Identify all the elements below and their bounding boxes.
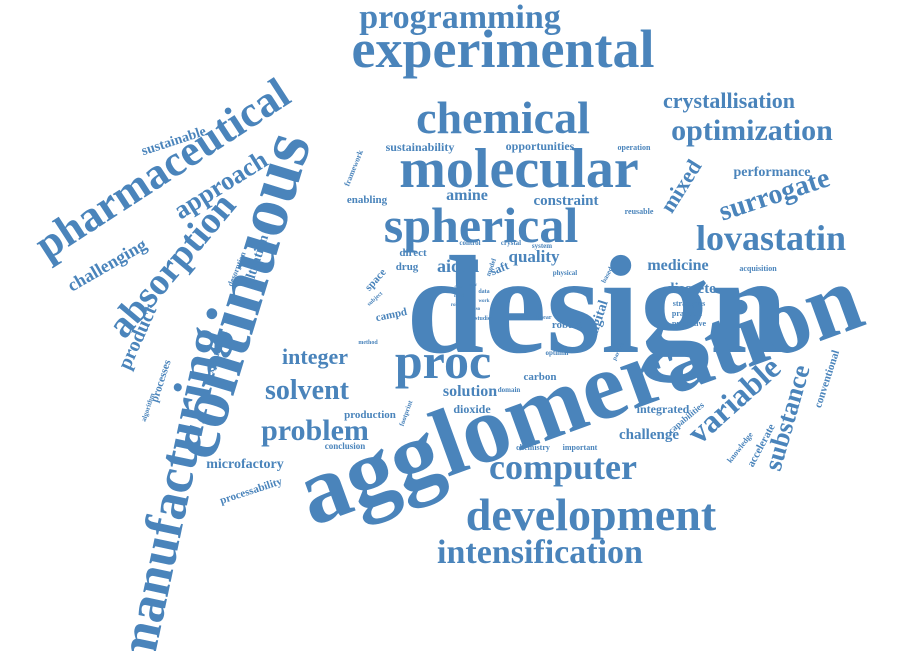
word-computer: computer [489,447,637,487]
word-chemical: chemical [416,92,590,143]
word-solution: solution [443,383,497,400]
word-crystallisation: crystallisation [663,88,795,113]
word-problem: problem [261,414,369,447]
word-integer: integer [282,344,348,369]
word-method: method [358,340,378,346]
word-role: role [451,303,460,308]
word-medicine: medicine [647,257,708,274]
word-experimental: experimental [352,19,655,79]
word-constraint: constraint [534,193,599,209]
word-solv: solv [469,283,478,288]
word-direct: direct [399,247,427,259]
word-case: case [455,285,465,290]
word-spherical: spherical [384,197,579,253]
word-enabling: enabling [347,194,388,206]
word-carbon: carbon [524,371,557,383]
word-microfactory: microfactory [206,457,283,472]
word-work: work [478,299,489,304]
word-campd: campd [375,306,409,324]
word-framework: framework [342,148,365,187]
word-aided: aided [437,256,479,276]
word-sustainability: sustainability [386,140,455,154]
word-important: important [563,443,598,452]
word-design: design [406,228,787,383]
word-mixed: mixed [655,155,707,217]
word-predictive: predictive [672,319,707,328]
word-discrete: discrete [666,281,716,297]
word-studies: studies [475,316,493,322]
word-dioxide: dioxide [453,402,491,416]
word-processability: processability [219,475,285,507]
word-crystal: crystal [501,239,521,247]
word-molecular: molecular [399,138,638,200]
word-lovastatin: lovastatin [696,218,846,258]
word-programming: programming [359,0,560,36]
word-acquisition: acquisition [739,264,777,273]
word-opportunities: opportunities [506,139,575,153]
word-solvent: solvent [265,375,350,406]
word-intensification: intensification [437,534,643,571]
word-strategies: strategies [673,299,705,308]
word-need: need [454,294,464,299]
word-optimal: optimal [546,349,569,357]
word-challenge: challenge [619,427,679,443]
word-robust: robust [552,319,583,331]
word-operation: operation [618,143,651,152]
word-development: development [466,489,717,540]
word-data: data [478,289,489,295]
word-proc: proc [395,333,491,389]
word-reusable: reusable [625,207,654,216]
word-chemistry: chemistry [516,443,550,452]
word-linear: linear [537,315,552,321]
word-performance: performance [734,165,811,180]
word-amine: amine [446,187,488,204]
word-space: space [363,266,389,293]
word-quality: quality [508,247,560,266]
word-system: system [532,242,552,250]
word-integrated: integrated [637,402,690,416]
word-domain: domain [498,386,521,394]
word-control: control [459,239,480,247]
word-practical: practical [672,309,703,318]
word-algorithm: algorithm [140,392,157,423]
word-conclusion: conclusion [325,441,366,451]
word-drug: drug [396,261,419,273]
word-optimization: optimization [671,114,833,147]
word-subject: subject [367,291,385,308]
word-production: production [344,409,396,421]
word-physical: physical [553,269,578,277]
word-saft: saft [488,258,511,278]
word-also: also [472,307,481,312]
